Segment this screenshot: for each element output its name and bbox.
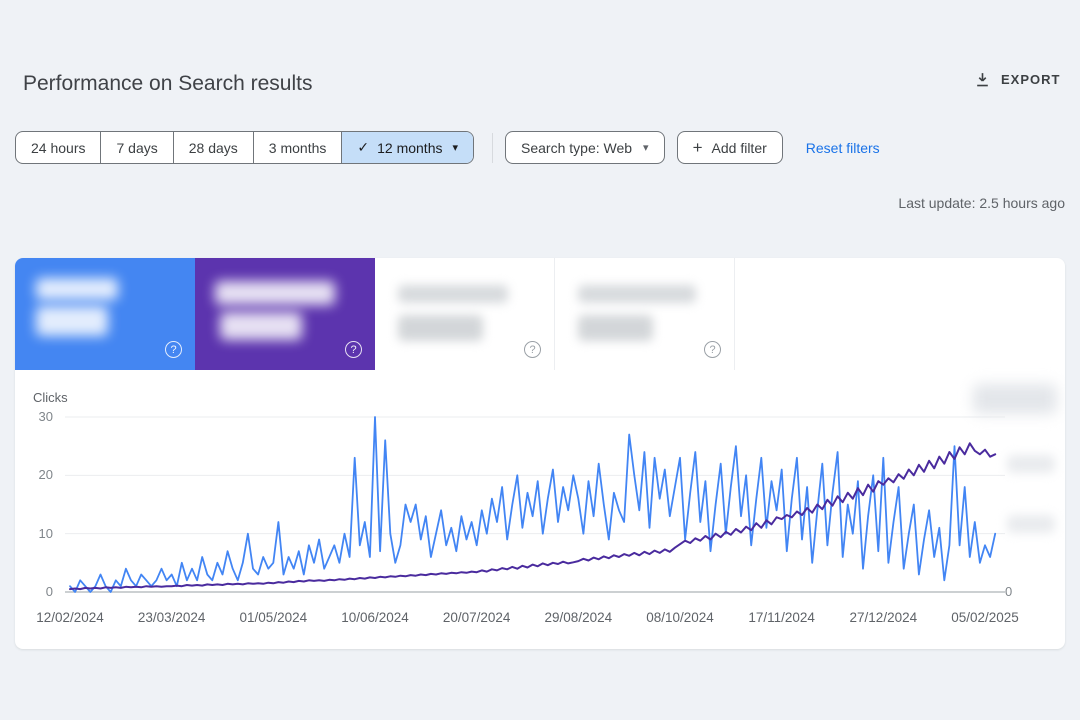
x-tick-label: 05/02/2025 [951, 610, 1019, 625]
metric-card-4[interactable]: ? [555, 258, 735, 370]
redacted-card-label [215, 281, 335, 305]
metric-card-1[interactable]: ? [15, 258, 195, 370]
redacted-card-value [220, 312, 302, 340]
redacted-right-axis-tick [1007, 455, 1055, 473]
redacted-card-value [36, 306, 108, 336]
x-tick-label: 23/03/2024 [137, 610, 206, 625]
metric-card-2[interactable]: ? [195, 258, 375, 370]
download-icon [977, 73, 988, 87]
tab-label: 7 days [116, 139, 158, 156]
redacted-card-value [398, 315, 483, 341]
export-label: EXPORT [1001, 72, 1061, 87]
y-tick-label: 20 [38, 467, 53, 483]
redacted-card-value [578, 315, 653, 341]
x-tick-label: 27/12/2024 [849, 610, 918, 625]
tab-label: 28 days [188, 139, 238, 156]
x-tick-label: 20/07/2024 [442, 610, 511, 625]
tab-12-months[interactable]: ✓ 12 months ▾ [341, 132, 474, 163]
redacted-right-axis-title [973, 384, 1057, 414]
clicks-line [69, 416, 997, 593]
y-tick-label: 10 [38, 525, 53, 541]
y-axis-title: Clicks [33, 390, 68, 405]
tab-label: 24 hours [31, 139, 86, 156]
add-filter-label: Add filter [711, 139, 767, 156]
redacted-card-label [36, 278, 118, 300]
x-tick-label: 10/06/2024 [341, 610, 409, 625]
add-filter-button[interactable]: + Add filter [676, 131, 783, 164]
date-range-tabs: 24 hours 7 days 28 days 3 months ✓ 12 mo… [15, 131, 475, 164]
tab-7-days[interactable]: 7 days [100, 132, 172, 163]
right-axis-zero-label: 0 [1005, 584, 1013, 599]
help-icon[interactable]: ? [704, 341, 721, 358]
redacted-card-label [578, 285, 696, 303]
export-button[interactable]: EXPORT [968, 70, 1066, 89]
chevron-down-icon: ▾ [643, 142, 649, 154]
metric-card-3[interactable]: ? [375, 258, 555, 370]
search-type-dropdown[interactable]: Search type: Web ▾ [505, 131, 665, 164]
performance-panel: ? ? ? ? Clicks 0 0 [15, 258, 1065, 649]
y-tick-label: 0 [45, 584, 53, 599]
impressions-line [69, 442, 997, 591]
plus-icon: + [692, 137, 703, 157]
performance-chart: Clicks 0 0 10 20 30 12/02/2024 23/03/2024 01/0… [15, 370, 1065, 649]
tab-label: 12 months [377, 139, 443, 156]
tab-label: 3 months [268, 139, 327, 156]
tab-28-days[interactable]: 28 days [172, 132, 253, 163]
x-tick-label: 29/08/2024 [544, 610, 613, 625]
divider [492, 132, 494, 163]
metric-cards-row: ? ? ? ? [15, 258, 1065, 370]
search-type-label: Search type: Web [521, 139, 633, 156]
y-tick-label: 30 [38, 409, 53, 424]
check-icon: ✓ [357, 139, 370, 155]
last-update-text: Last update: 2.5 hours ago [898, 195, 1065, 211]
redacted-card-label [398, 285, 508, 303]
x-tick-label: 12/02/2024 [36, 610, 104, 625]
page-title: Performance on Search results [23, 72, 313, 95]
help-icon[interactable]: ? [524, 341, 541, 358]
chart-plot [65, 416, 1005, 593]
redacted-right-axis-tick [1007, 515, 1055, 533]
filter-bar: 24 hours 7 days 28 days 3 months ✓ 12 mo… [15, 131, 880, 164]
x-tick-label: 17/11/2024 [748, 610, 815, 625]
help-icon[interactable]: ? [345, 341, 362, 358]
x-tick-label: 08/10/2024 [646, 610, 714, 625]
tab-24-hours[interactable]: 24 hours [16, 132, 100, 163]
help-icon[interactable]: ? [165, 341, 182, 358]
x-tick-label: 01/05/2024 [239, 610, 308, 625]
reset-filters-link[interactable]: Reset filters [805, 139, 880, 156]
chevron-down-icon: ▾ [452, 142, 459, 154]
tab-3-months[interactable]: 3 months [252, 132, 342, 163]
